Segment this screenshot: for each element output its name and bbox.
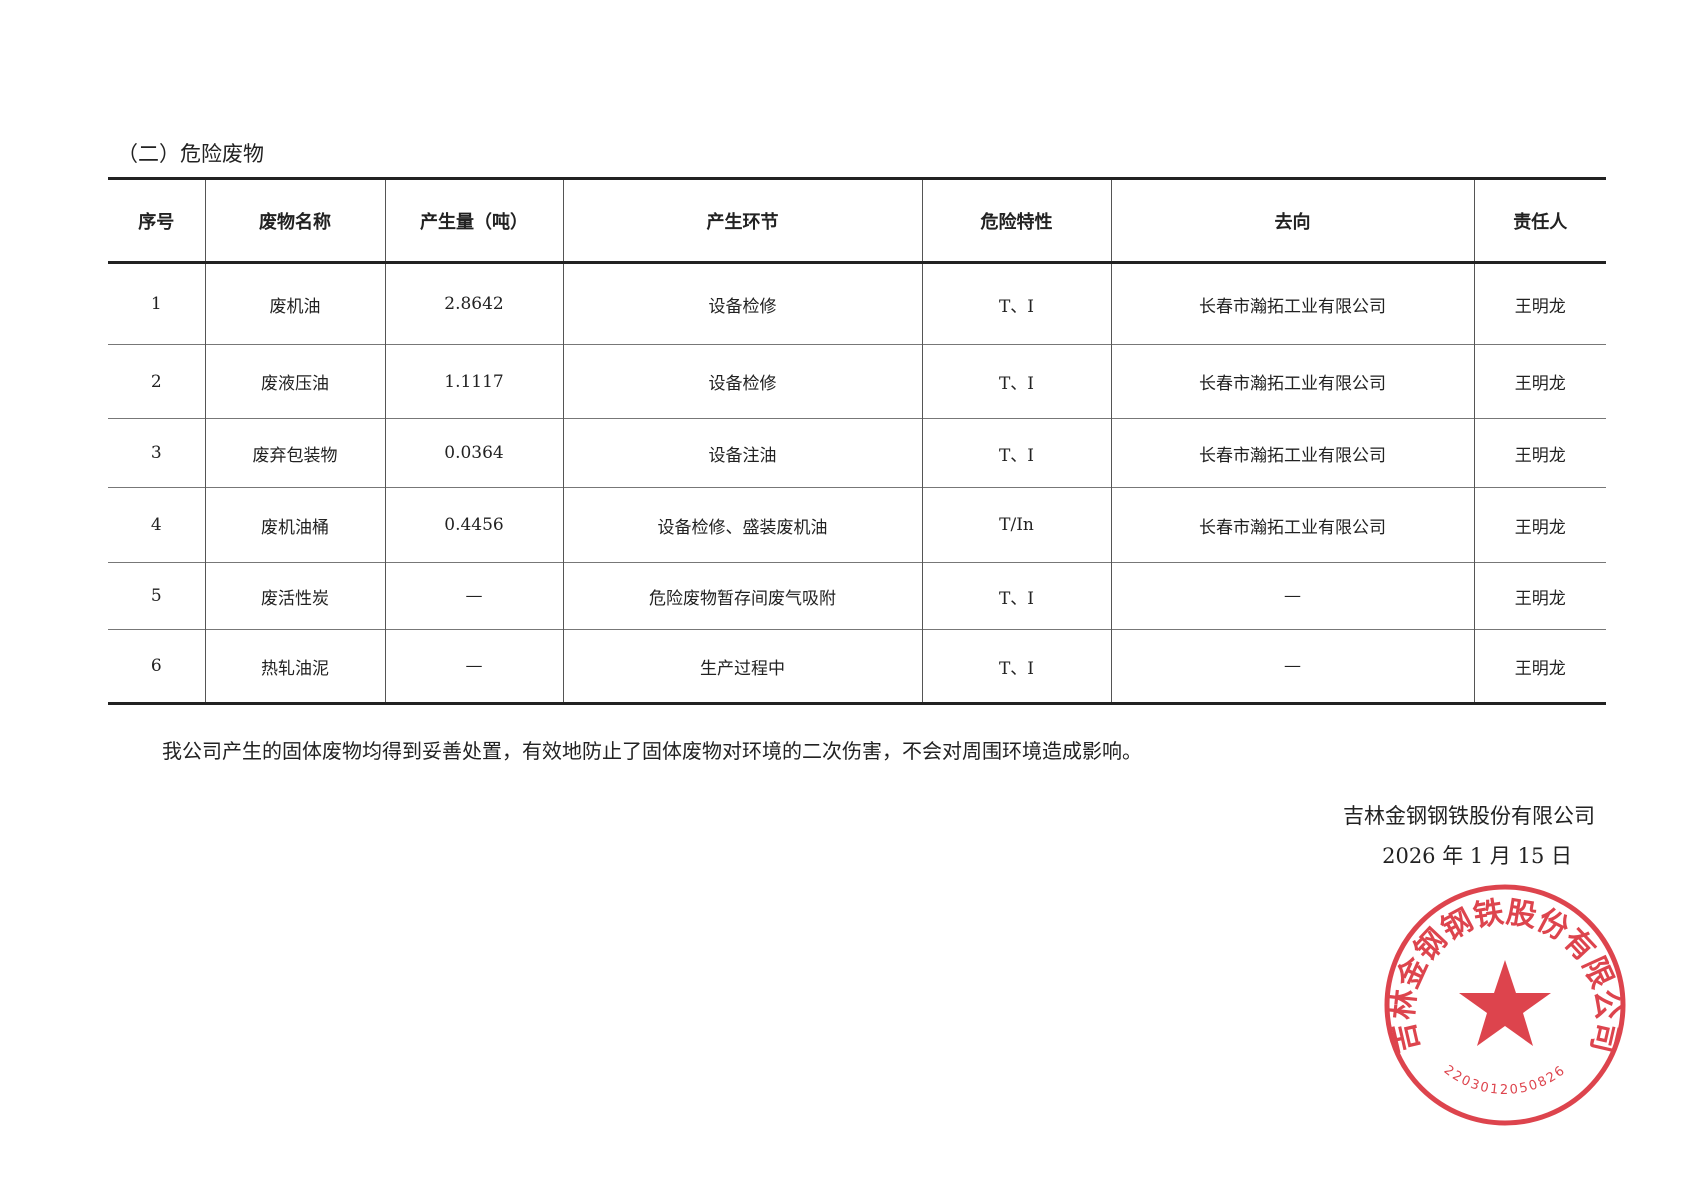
table-row: 5 废活性炭 — 危险废物暂存间废气吸附 T、I — 王明龙 bbox=[108, 562, 1606, 630]
table-cell: 6 bbox=[108, 629, 206, 704]
table-cell: 王明龙 bbox=[1473, 487, 1606, 563]
table-cell: 1.1117 bbox=[384, 344, 564, 419]
seal-star-icon bbox=[1459, 960, 1551, 1046]
table-cell: T、I bbox=[921, 418, 1112, 488]
column-header: 序号 bbox=[108, 178, 206, 263]
table-cell: — bbox=[1110, 629, 1475, 704]
table-cell: 4 bbox=[108, 487, 206, 563]
table-cell: — bbox=[384, 562, 564, 630]
table-row: 3 废弃包装物 0.0364 设备注油 T、I 长春市瀚拓工业有限公司 王明龙 bbox=[108, 418, 1606, 488]
table-cell: 废液压油 bbox=[204, 344, 386, 419]
disposal-note: 我公司产生的固体废物均得到妥善处置，有效地防止了固体废物对环境的二次伤害，不会对… bbox=[162, 739, 1142, 763]
table-cell: 5 bbox=[108, 562, 206, 630]
column-header: 去向 bbox=[1110, 178, 1475, 263]
table-cell: — bbox=[1110, 562, 1475, 630]
column-header: 产生量（吨） bbox=[384, 178, 564, 263]
hazardous-waste-table: 序号 废物名称 产生量（吨） 产生环节 危险特性 去向 责任人 1 废机油 2.8642 设备检修… bbox=[108, 177, 1606, 705]
signature-date: 2026 年 1 月 15 日 bbox=[1382, 844, 1572, 868]
table-cell: 2 bbox=[108, 344, 206, 419]
table-cell: T、I bbox=[921, 344, 1112, 419]
table-cell: 设备检修 bbox=[562, 262, 923, 345]
table-cell: 废弃包装物 bbox=[204, 418, 386, 488]
table-cell: 1 bbox=[108, 262, 206, 345]
table-cell: 长春市瀚拓工业有限公司 bbox=[1110, 418, 1475, 488]
table-cell: T、I bbox=[921, 629, 1112, 704]
table-cell: 设备检修 bbox=[562, 344, 923, 419]
table-cell: 设备检修、盛装废机油 bbox=[562, 487, 923, 563]
column-header: 产生环节 bbox=[562, 178, 923, 263]
table-cell: 热轧油泥 bbox=[204, 629, 386, 704]
table-cell: 长春市瀚拓工业有限公司 bbox=[1110, 344, 1475, 419]
table-row: 4 废机油桶 0.4456 设备检修、盛装废机油 T/In 长春市瀚拓工业有限公司 王明龙 bbox=[108, 487, 1606, 563]
table-cell: 王明龙 bbox=[1473, 344, 1606, 419]
column-header: 责任人 bbox=[1473, 178, 1606, 263]
table-cell: 2.8642 bbox=[384, 262, 564, 345]
section-title: （二）危险废物 bbox=[117, 142, 264, 166]
table-cell: 设备注油 bbox=[562, 418, 923, 488]
seal-ring bbox=[1384, 884, 1626, 1126]
table-cell: 危险废物暂存间废气吸附 bbox=[562, 562, 923, 630]
table-cell: 废机油 bbox=[204, 262, 386, 345]
table-cell: 王明龙 bbox=[1473, 262, 1606, 345]
table-cell: 0.0364 bbox=[384, 418, 564, 488]
table-header-row: 序号 废物名称 产生量（吨） 产生环节 危险特性 去向 责任人 bbox=[108, 178, 1606, 263]
table-cell: 长春市瀚拓工业有限公司 bbox=[1110, 262, 1475, 345]
seal-number: 2203012050826 bbox=[1441, 1063, 1569, 1098]
column-header: 废物名称 bbox=[204, 178, 386, 263]
column-header: 危险特性 bbox=[921, 178, 1112, 263]
table-row: 6 热轧油泥 — 生产过程中 T、I — 王明龙 bbox=[108, 629, 1606, 704]
table-cell: T、I bbox=[921, 262, 1112, 345]
table-cell: 王明龙 bbox=[1473, 629, 1606, 704]
company-seal: 吉林金钢钢铁股份有限公司 2203012050826 bbox=[1384, 884, 1626, 1126]
table-cell: 废机油桶 bbox=[204, 487, 386, 563]
table-cell: 生产过程中 bbox=[562, 629, 923, 704]
table-cell: 3 bbox=[108, 418, 206, 488]
table-cell: T、I bbox=[921, 562, 1112, 630]
table-row: 2 废液压油 1.1117 设备检修 T、I 长春市瀚拓工业有限公司 王明龙 bbox=[108, 344, 1606, 419]
table-cell: T/In bbox=[921, 487, 1112, 563]
company-name: 吉林金钢钢铁股份有限公司 bbox=[1343, 804, 1595, 828]
table-cell: 王明龙 bbox=[1473, 418, 1606, 488]
table-cell: 0.4456 bbox=[384, 487, 564, 563]
table-cell: 废活性炭 bbox=[204, 562, 386, 630]
table-cell: — bbox=[384, 629, 564, 704]
table-row: 1 废机油 2.8642 设备检修 T、I 长春市瀚拓工业有限公司 王明龙 bbox=[108, 262, 1606, 345]
table-cell: 长春市瀚拓工业有限公司 bbox=[1110, 487, 1475, 563]
table-cell: 王明龙 bbox=[1473, 562, 1606, 630]
